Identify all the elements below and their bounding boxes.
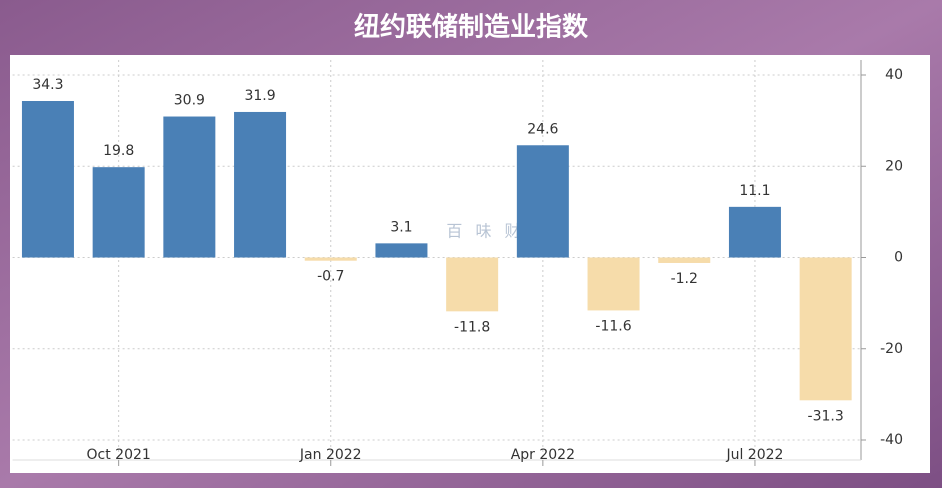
- bar: [799, 257, 852, 401]
- bar: [234, 111, 287, 258]
- y-tick-label: -40: [880, 432, 903, 448]
- x-tick-label: Jan 2022: [299, 447, 362, 463]
- data-label: -0.7: [317, 269, 344, 285]
- data-label: 30.9: [174, 93, 205, 109]
- data-label: 31.9: [244, 88, 275, 104]
- data-label: 34.3: [32, 77, 63, 93]
- bar: [658, 257, 711, 263]
- data-label: -31.3: [808, 408, 844, 424]
- data-label: 19.8: [103, 143, 134, 159]
- data-label: 3.1: [390, 219, 412, 235]
- bar: [163, 116, 216, 258]
- x-tick-label: Apr 2022: [511, 447, 575, 463]
- y-tick-label: 0: [894, 250, 903, 266]
- data-label: 11.1: [739, 183, 770, 199]
- y-tick-label: 20: [885, 158, 903, 174]
- data-label: -1.2: [671, 271, 698, 287]
- y-tick-label: 40: [885, 67, 903, 83]
- data-label: 24.6: [527, 121, 558, 137]
- bar: [21, 101, 74, 258]
- data-label: -11.6: [595, 318, 631, 334]
- bar: [728, 206, 781, 258]
- chart-title: 纽约联储制造业指数: [354, 12, 589, 43]
- bar: [92, 167, 145, 258]
- bar: [587, 257, 640, 311]
- data-label: -11.8: [454, 319, 490, 335]
- bar: [304, 257, 357, 261]
- x-tick-label: Oct 2021: [87, 447, 151, 463]
- bar: [375, 243, 428, 258]
- y-tick-label: -20: [880, 341, 903, 357]
- bar: [516, 145, 569, 258]
- bar: [446, 257, 499, 312]
- x-tick-label: Jul 2022: [725, 447, 783, 463]
